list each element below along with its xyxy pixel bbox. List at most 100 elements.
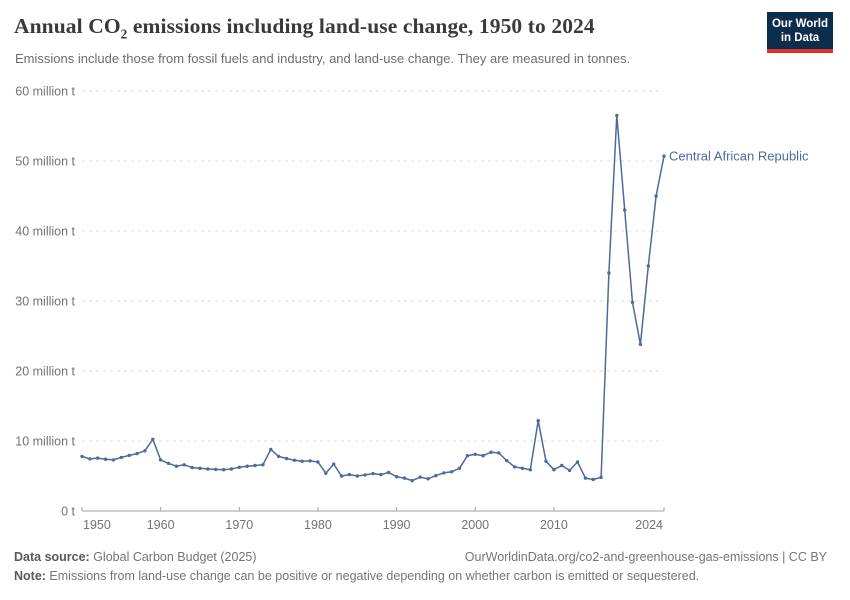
chart-footer: Data source: Global Carbon Budget (2025)… [14, 548, 827, 587]
data-point[interactable] [379, 472, 383, 477]
data-point[interactable] [654, 194, 658, 198]
data-point[interactable] [206, 467, 210, 471]
x-axis-label: 2000 [461, 518, 489, 532]
data-point[interactable] [607, 271, 611, 275]
series-line[interactable] [81, 114, 665, 482]
data-point[interactable] [512, 465, 517, 469]
data-point[interactable] [332, 462, 336, 466]
data-point[interactable] [638, 342, 643, 347]
title-text-suffix: emissions including land-use change, 195… [127, 14, 595, 38]
page-title: Annual CO2 emissions including land-use … [14, 14, 754, 42]
data-point[interactable] [292, 458, 297, 462]
data-source-label: Data source: [14, 550, 90, 564]
credit-link[interactable]: OurWorldinData.org/co2-and-greenhouse-ga… [464, 550, 827, 564]
data-point[interactable] [442, 471, 446, 475]
data-point[interactable] [261, 463, 265, 467]
data-point[interactable] [473, 452, 477, 456]
data-point[interactable] [434, 473, 438, 478]
note: Note: Emissions from land-use change can… [14, 567, 827, 586]
owid-logo-line2: in Data [780, 32, 820, 45]
data-point[interactable] [119, 455, 124, 460]
data-point[interactable] [80, 454, 84, 459]
data-point[interactable] [182, 463, 186, 467]
data-point[interactable] [237, 465, 241, 469]
data-point[interactable] [623, 208, 627, 212]
data-point[interactable] [269, 447, 273, 452]
data-point[interactable] [481, 454, 485, 458]
title-subscript: 2 [120, 26, 128, 42]
data-point[interactable] [544, 459, 548, 463]
data-point[interactable] [151, 437, 155, 441]
data-point[interactable] [347, 472, 352, 477]
data-point[interactable] [135, 451, 139, 456]
x-axis-label: 1950 [83, 518, 111, 532]
data-point[interactable] [615, 113, 619, 118]
data-point[interactable] [387, 470, 391, 475]
data-point[interactable] [599, 475, 603, 480]
data-point[interactable] [489, 450, 493, 454]
data-point[interactable] [198, 466, 202, 470]
data-point[interactable] [465, 454, 470, 458]
data-point[interactable] [245, 464, 249, 468]
data-point[interactable] [229, 467, 234, 471]
data-point[interactable] [214, 467, 218, 472]
data-point[interactable] [560, 463, 564, 468]
data-point[interactable] [158, 458, 163, 462]
data-point[interactable] [103, 457, 108, 461]
data-point[interactable] [371, 471, 375, 476]
data-point[interactable] [552, 468, 556, 472]
data-point[interactable] [591, 477, 595, 482]
data-point[interactable] [324, 471, 328, 475]
data-point[interactable] [528, 468, 532, 472]
y-axis-label: 50 million t [15, 155, 75, 169]
y-axis-label: 0 t [61, 505, 75, 519]
data-point[interactable] [363, 473, 367, 477]
y-axis-label: 30 million t [15, 295, 75, 309]
data-point[interactable] [497, 451, 501, 455]
data-point[interactable] [316, 460, 320, 464]
data-point[interactable] [300, 459, 304, 463]
data-point[interactable] [536, 419, 540, 423]
chart-subtitle: Emissions include those from fossil fuel… [15, 51, 631, 66]
x-axis-label: 2010 [540, 518, 568, 532]
series-label[interactable]: Central African Republic [669, 149, 809, 164]
data-point[interactable] [339, 474, 344, 478]
data-point[interactable] [276, 454, 281, 459]
data-point[interactable] [426, 477, 430, 481]
data-point[interactable] [355, 474, 359, 478]
data-point[interactable] [520, 466, 525, 470]
data-source: Data source: Global Carbon Budget (2025) [14, 548, 257, 567]
data-source-value: Global Carbon Budget (2025) [89, 550, 257, 564]
data-point[interactable] [418, 475, 422, 479]
data-point[interactable] [567, 468, 572, 473]
x-axis-label: 1970 [225, 518, 253, 532]
data-point[interactable] [308, 459, 312, 463]
data-point[interactable] [190, 465, 194, 470]
data-point[interactable] [662, 154, 666, 158]
data-point[interactable] [505, 458, 509, 463]
data-point[interactable] [394, 475, 399, 479]
data-point[interactable] [127, 453, 131, 458]
data-point[interactable] [646, 264, 650, 268]
owid-logo[interactable]: Our World in Data [767, 12, 833, 54]
y-axis-label: 10 million t [15, 435, 75, 449]
data-point[interactable] [575, 460, 580, 464]
data-point[interactable] [166, 461, 171, 466]
data-point[interactable] [174, 464, 179, 468]
data-point[interactable] [284, 456, 289, 461]
data-point[interactable] [410, 478, 414, 483]
data-point[interactable] [111, 458, 116, 462]
data-point[interactable] [583, 476, 588, 480]
data-point[interactable] [449, 470, 454, 474]
x-axis-label: 1980 [304, 518, 332, 532]
data-point[interactable] [402, 476, 407, 480]
data-point[interactable] [630, 300, 635, 305]
data-point[interactable] [457, 466, 462, 470]
data-point[interactable] [96, 456, 100, 460]
data-point[interactable] [143, 449, 147, 453]
data-point[interactable] [88, 457, 92, 461]
x-axis-label: 1960 [147, 518, 175, 532]
data-point[interactable] [253, 463, 257, 468]
data-point[interactable] [221, 468, 226, 472]
